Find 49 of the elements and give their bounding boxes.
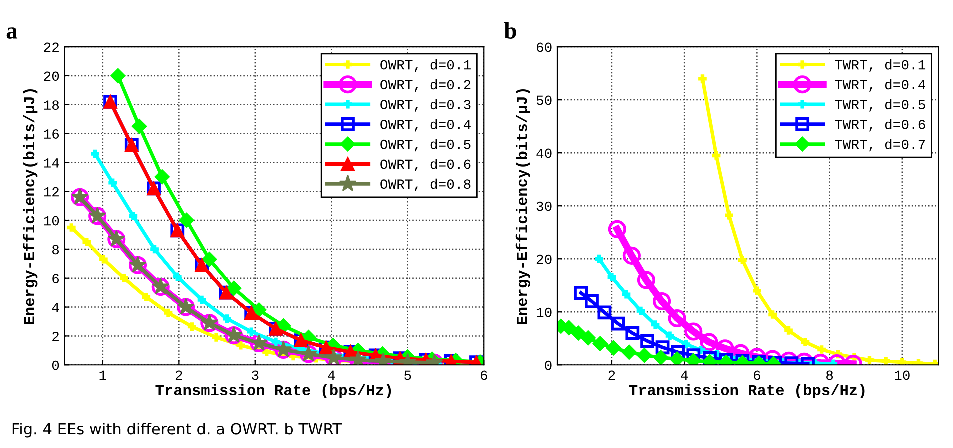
x-axis-title: Transmission Rate (bps/Hz) <box>629 384 865 399</box>
legend-label: OWRT, d=0.4 <box>380 119 471 132</box>
x-tick-label: 10 <box>895 370 910 380</box>
y-tick-label: 30 <box>536 202 552 212</box>
legend-label: OWRT, d=0.3 <box>380 99 471 112</box>
legend-label: TWRT, d=0.6 <box>835 119 926 132</box>
x-tick-label: 3 <box>252 370 259 380</box>
legend-label: OWRT, d=0.1 <box>380 60 471 72</box>
x-tick-label: 4 <box>328 370 336 380</box>
legend-label: TWRT, d=0.4 <box>835 79 926 92</box>
x-tick-label: 4 <box>681 370 688 380</box>
legend-label: TWRT, d=0.7 <box>835 139 926 152</box>
legend-label: OWRT, d=0.6 <box>380 158 471 172</box>
y-tick-label: 10 <box>536 308 552 318</box>
x-tick-label: 6 <box>480 370 488 380</box>
legend-label: OWRT, d=0.8 <box>380 178 471 192</box>
x-tick-label: 2 <box>176 370 182 380</box>
caption: Fig. 4 EEs with different d. a OWRT. b TWRT <box>12 422 342 438</box>
y-tick-label: 20 <box>44 72 60 82</box>
x-tick-label: 6 <box>754 370 760 380</box>
y-tick-label: 22 <box>44 42 59 52</box>
x-tick-label: 2 <box>608 370 616 380</box>
y-tick-label: 8 <box>52 245 60 255</box>
y-tick-label: 4 <box>52 303 60 312</box>
x-axis-title: Transmission Rate (bps/Hz) <box>156 384 392 399</box>
chart-title: a <box>6 28 18 39</box>
y-tick-label: 6 <box>52 274 60 284</box>
legend-label: OWRT, d=0.5 <box>380 139 471 152</box>
legend-label: TWRT, d=0.5 <box>835 99 926 112</box>
y-tick-label: 60 <box>536 42 552 52</box>
y-tick-label: 2 <box>52 332 59 342</box>
legend-label: OWRT, d=0.2 <box>380 79 471 92</box>
y-tick-label: 18 <box>44 100 60 110</box>
y-axis-title: Energy-Efficiency(bits/μJ) <box>23 89 38 324</box>
y-tick-label: 20 <box>536 254 552 264</box>
x-tick-label: 5 <box>404 370 412 380</box>
y-tick-label: 0 <box>52 360 60 370</box>
x-tick-label: 1 <box>100 370 106 380</box>
y-tick-label: 14 <box>44 158 60 168</box>
y-tick-label: 50 <box>536 96 552 106</box>
y-tick-label: 12 <box>44 187 59 197</box>
y-axis-title: Energy-Efficiency(bits/μJ) <box>516 89 530 324</box>
y-tick-label: 40 <box>536 148 552 158</box>
chart-title: b <box>504 22 516 39</box>
legend-label: TWRT, d=0.1 <box>835 60 926 72</box>
x-tick-label: 8 <box>826 370 834 380</box>
y-tick-label: 10 <box>44 216 60 226</box>
y-tick-label: 0 <box>545 360 552 370</box>
y-tick-label: 16 <box>44 130 60 139</box>
